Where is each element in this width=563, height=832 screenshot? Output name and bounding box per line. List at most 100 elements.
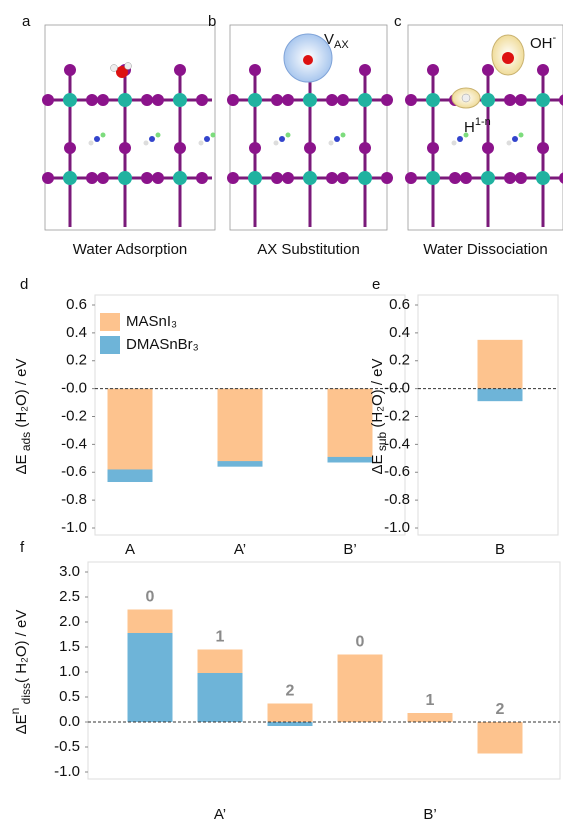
panel-caption: AX Substitution xyxy=(257,241,360,258)
y-tick-label: -0.8 xyxy=(61,491,87,508)
hydrogen-atom xyxy=(210,132,216,138)
hydrogen-atom xyxy=(340,132,346,138)
tin-atom xyxy=(248,93,262,107)
panel-label: b xyxy=(208,13,216,30)
group-label: A’ xyxy=(214,806,226,823)
bar xyxy=(267,703,313,722)
hydrogen-atom xyxy=(518,132,524,138)
annotation-main: H xyxy=(464,119,475,136)
y-tick-label: 3.0 xyxy=(59,563,80,580)
panel-caption: Water Dissociation xyxy=(423,241,547,258)
plot-frame xyxy=(87,561,561,780)
panel-label: f xyxy=(20,539,25,556)
hydrogen-atom xyxy=(273,140,279,146)
y-tick-label: 0.4 xyxy=(389,324,410,341)
chart: 0.6 0.4 0.2 -0.0 -0.2 -0.4 -0.6 -0.8 -1.0 A A’ B’ ΔE… xyxy=(13,276,406,558)
nitrogen-atom xyxy=(279,136,285,142)
panel-label: c xyxy=(394,13,402,30)
hydrogen-atom xyxy=(124,62,132,70)
tin-atom xyxy=(173,171,187,185)
annotation: H1-n xyxy=(464,116,491,136)
panel-label: a xyxy=(22,13,31,30)
data-label: 2 xyxy=(286,683,295,700)
hydrogen-atom xyxy=(328,140,334,146)
y-tick-label: 0.5 xyxy=(59,688,80,705)
bar xyxy=(127,633,173,722)
halide-atom xyxy=(174,64,186,76)
x-tick-label: B’ xyxy=(343,541,356,558)
chart: 0.6 0.4 0.2 -0.0 -0.2 -0.4 -0.6 -0.8 -1.0 B ΔE sub… xyxy=(369,276,559,558)
bar xyxy=(107,388,153,470)
y-tick-label: 0.0 xyxy=(59,713,80,730)
halide-atom xyxy=(227,94,239,106)
halide-atom xyxy=(405,172,417,184)
structure-image xyxy=(42,24,216,231)
halide-atom xyxy=(559,172,563,184)
y-axis-label-part: diss xyxy=(19,683,33,708)
annotation: OH- xyxy=(530,32,557,52)
annotation-script: 1-n xyxy=(475,116,491,128)
y-tick-label: 1.0 xyxy=(59,663,80,680)
bar xyxy=(217,388,263,462)
y-tick-label: -0.8 xyxy=(384,491,410,508)
halide-atom xyxy=(504,94,516,106)
annotation-script: - xyxy=(553,32,557,44)
chart: 3.0 2.5 2.0 1.5 1.0 0.5 0.0 -0.5 -1.0 0 1 2 0 1 2 A’ B’ Δ… xyxy=(8,539,561,823)
oxygen-atom xyxy=(502,52,514,64)
oxygen-atom xyxy=(116,66,128,78)
tin-atom xyxy=(63,93,77,107)
legend-label: MASnI₃ xyxy=(126,313,177,330)
halide-atom xyxy=(249,142,261,154)
tin-atom xyxy=(303,171,317,185)
bar xyxy=(407,713,453,722)
halide-atom xyxy=(359,142,371,154)
x-tick-label: B xyxy=(495,541,505,558)
halide-atom xyxy=(196,94,208,106)
tin-atom xyxy=(426,171,440,185)
halide-atom xyxy=(282,94,294,106)
halide-atom xyxy=(64,64,76,76)
legend-swatch xyxy=(100,336,120,354)
nitrogen-atom xyxy=(204,136,210,142)
bar xyxy=(327,388,373,457)
tin-atom xyxy=(173,93,187,107)
y-tick-label: -1.0 xyxy=(384,519,410,536)
halide-atom xyxy=(504,172,516,184)
hydrogen-atom xyxy=(506,140,512,146)
data-label: 2 xyxy=(496,701,505,718)
y-tick-label: 0.2 xyxy=(66,352,87,369)
tin-atom xyxy=(481,93,495,107)
bar xyxy=(197,673,243,722)
y-axis-label: ΔE sub (H₂O) / eV xyxy=(369,358,389,474)
halide-atom xyxy=(152,94,164,106)
data-label: 1 xyxy=(216,629,225,646)
plot-frame xyxy=(417,294,559,536)
y-tick-label: -0.4 xyxy=(61,435,87,452)
halide-atom xyxy=(86,172,98,184)
halide-atom xyxy=(326,94,338,106)
y-tick-label: -0.6 xyxy=(61,463,87,480)
x-tick-label: A xyxy=(125,541,135,558)
y-axis-label-part: sub xyxy=(375,431,389,454)
y-axis-label-part: ΔE xyxy=(369,455,386,475)
halide-atom xyxy=(482,142,494,154)
halide-atom xyxy=(427,142,439,154)
nitrogen-atom xyxy=(94,136,100,142)
hydrogen-atom xyxy=(451,140,457,146)
y-axis-label-part: ( H₂O) / eV xyxy=(13,610,30,683)
halide-atom xyxy=(174,142,186,154)
tin-atom xyxy=(481,171,495,185)
y-tick-label: 0.6 xyxy=(66,296,87,313)
halide-atom xyxy=(119,142,131,154)
halide-atom xyxy=(381,172,393,184)
halide-atom xyxy=(42,172,54,184)
halide-atom xyxy=(482,64,494,76)
annotation-main: OH xyxy=(530,35,553,52)
hydrogen-atom xyxy=(110,64,118,72)
data-label: 0 xyxy=(146,589,155,606)
hydrogen-atom xyxy=(88,140,94,146)
y-axis-label: ΔE ads (H₂O) / eV xyxy=(13,358,33,474)
tin-atom xyxy=(358,93,372,107)
halide-atom xyxy=(227,172,239,184)
